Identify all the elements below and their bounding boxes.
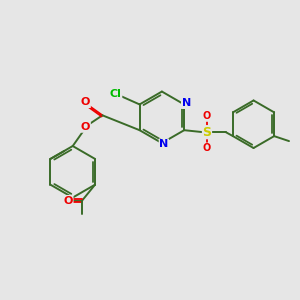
Text: N: N [159, 139, 169, 149]
Text: O: O [64, 196, 73, 206]
Text: Cl: Cl [110, 88, 122, 98]
Text: N: N [182, 98, 191, 108]
Text: O: O [81, 98, 90, 107]
Text: O: O [203, 143, 211, 153]
Text: O: O [81, 122, 90, 132]
Text: S: S [202, 126, 211, 139]
Text: O: O [203, 111, 211, 121]
